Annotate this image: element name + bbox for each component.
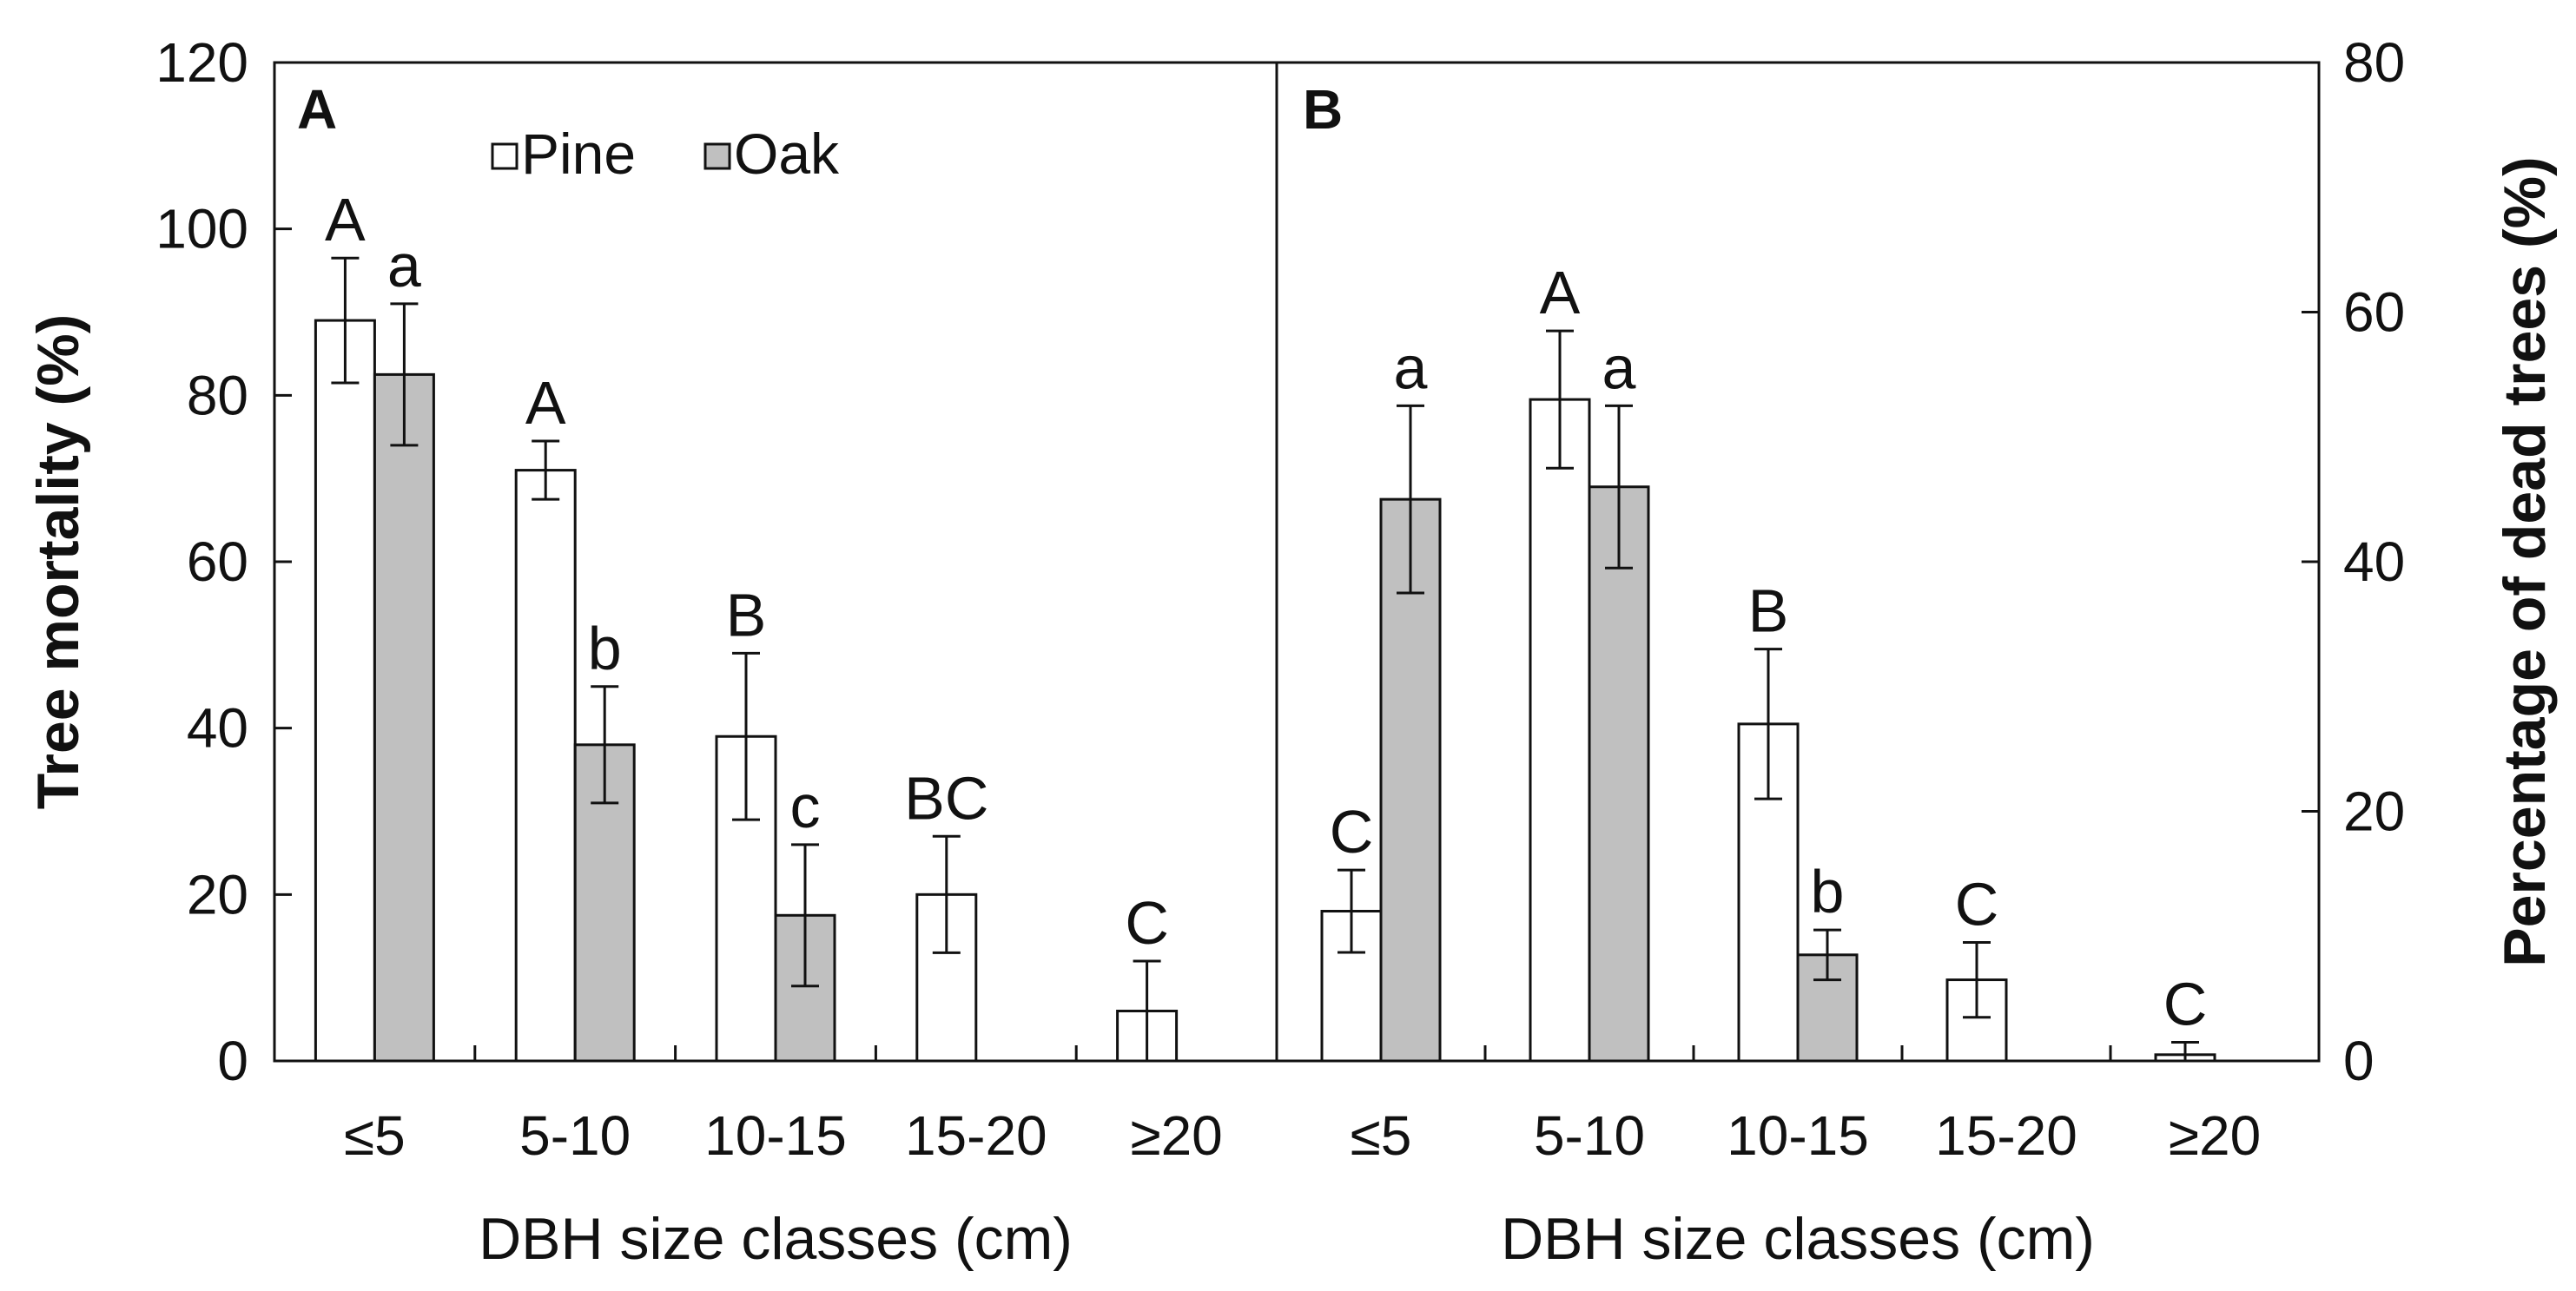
- left-axis-title: Tree mortality (%): [25, 314, 91, 810]
- x-tick-label: 10-15: [1727, 1104, 1869, 1167]
- x-tick-label: ≤5: [344, 1104, 406, 1167]
- panel-label-b: B: [1303, 78, 1343, 141]
- significance-letter: C: [1125, 889, 1169, 957]
- significance-letter: A: [325, 186, 366, 254]
- x-tick-label: ≥20: [2169, 1104, 2261, 1167]
- significance-letter: C: [2163, 970, 2208, 1037]
- left-axis-tick-label: 120: [155, 31, 248, 94]
- significance-letter: a: [1394, 333, 1428, 401]
- left-axis-tick-label: 80: [187, 364, 248, 426]
- right-axis-title: Percentage of dead trees (%): [2492, 156, 2558, 966]
- left-axis-tick-label: 0: [217, 1030, 248, 1092]
- axes-layer: 0 20 40 60 80 100 120 0 20 40 60 80 ≤5 5-10 10-15 15-20…: [155, 31, 2405, 1167]
- significance-letter: B: [726, 581, 767, 649]
- legend-swatch-oak: [703, 142, 731, 170]
- significance-letter: C: [1955, 870, 1999, 938]
- legend-label-pine: Pine: [521, 122, 636, 186]
- legend-swatch-pine: [491, 142, 519, 170]
- x-tick-label: ≤5: [1351, 1104, 1412, 1167]
- bar-pine: [314, 319, 376, 1063]
- panel-label-a: A: [297, 78, 337, 141]
- left-axis-tick-label: 60: [187, 530, 248, 593]
- legend-label-oak: Oak: [734, 122, 840, 186]
- bar-oak: [373, 372, 435, 1063]
- right-axis-tick-label: 60: [2343, 281, 2405, 344]
- significance-letter: c: [790, 773, 821, 840]
- significance-letter: C: [1330, 798, 1374, 866]
- x-axis-title-b: DBH size classes (cm): [1501, 1206, 2095, 1272]
- x-tick-label: 5-10: [519, 1104, 631, 1167]
- right-axis-tick-label: 20: [2343, 781, 2405, 843]
- significance-letter: b: [588, 615, 622, 682]
- left-axis-tick-label: 20: [187, 863, 248, 925]
- x-axis-title-a: DBH size classes (cm): [479, 1206, 1073, 1272]
- significance-letter: B: [1748, 577, 1789, 645]
- x-tick-label: ≥20: [1130, 1104, 1222, 1167]
- x-tick-label: 15-20: [1935, 1104, 2077, 1167]
- x-tick-label: 15-20: [905, 1104, 1047, 1167]
- significance-letter: b: [1811, 858, 1845, 925]
- bar-pine: [514, 469, 577, 1063]
- significance-letter: A: [1540, 259, 1581, 326]
- right-axis-tick-label: 40: [2343, 530, 2405, 593]
- significance-letter: a: [387, 232, 421, 300]
- legend: Pine Oak: [491, 122, 840, 186]
- left-axis-tick-label: 100: [155, 198, 248, 260]
- significance-letter: a: [1602, 333, 1636, 401]
- bar-oak: [1588, 485, 1650, 1063]
- left-axis-tick-label: 40: [187, 697, 248, 760]
- significance-letter: A: [525, 369, 566, 437]
- x-tick-label: 10-15: [704, 1104, 847, 1167]
- right-axis-tick-label: 80: [2343, 31, 2405, 94]
- bar-pine: [1529, 398, 1591, 1063]
- significance-letter: BC: [904, 764, 988, 832]
- right-axis-tick-label: 0: [2343, 1030, 2375, 1092]
- x-tick-label: 5-10: [1534, 1104, 1645, 1167]
